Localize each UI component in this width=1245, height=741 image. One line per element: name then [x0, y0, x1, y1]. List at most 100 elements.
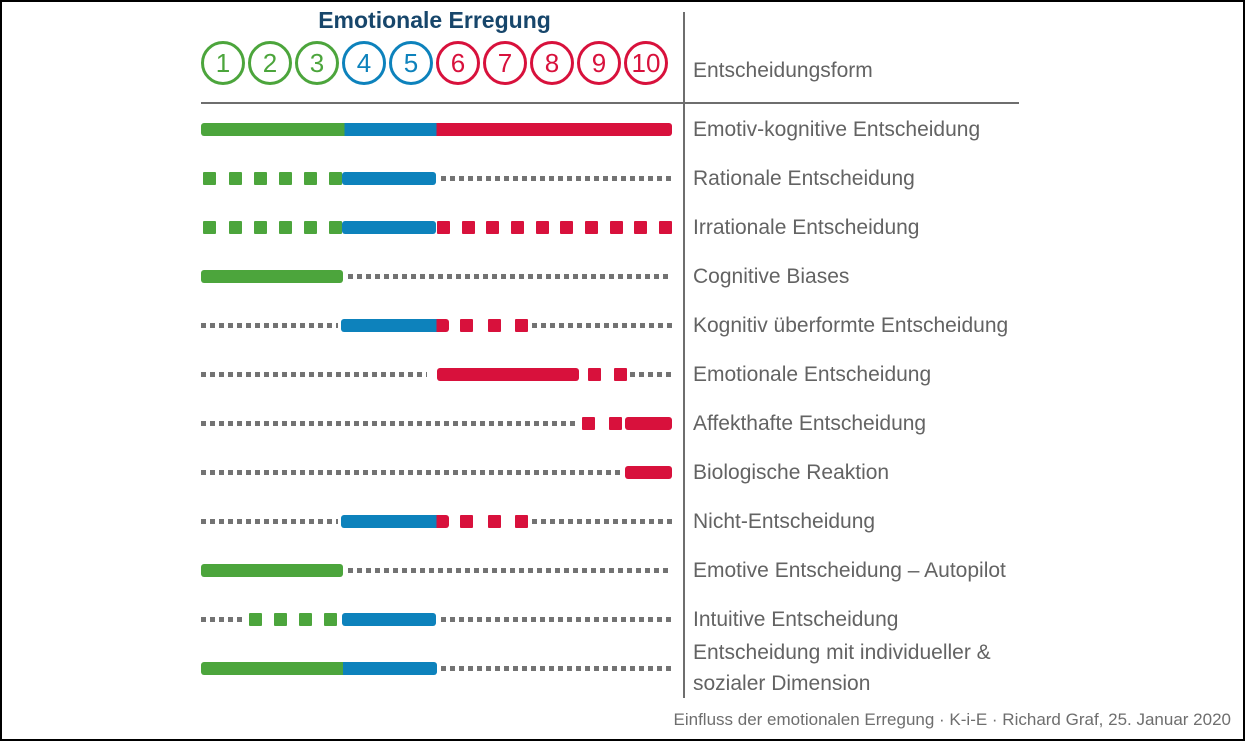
bar-segment-square	[461, 221, 475, 234]
bar-segment-square	[278, 221, 292, 234]
bar-row-2	[201, 172, 672, 185]
bar-row-10	[201, 564, 672, 577]
bar-segment-square	[460, 319, 474, 332]
bar-row-6	[201, 368, 672, 381]
row-label-1: Emotiv-kognitive Entscheidung	[693, 117, 981, 141]
bar-segment-square	[487, 319, 501, 332]
arousal-scale: 1 2 3 4 5 6 7 8 9 10	[201, 41, 668, 85]
bar-row-9	[201, 515, 672, 528]
chart-title: Emotionale Erregung	[318, 7, 551, 33]
bar-row-5	[201, 319, 672, 332]
row-label-8: Biologische Reaktion	[693, 460, 890, 484]
bar-segment-square	[253, 172, 267, 185]
bar-segment-square	[487, 515, 501, 528]
bar-segment-square	[514, 515, 528, 528]
bar-segment-square	[203, 221, 217, 234]
row-label-2: Rationale Entscheidung	[693, 166, 915, 190]
bar-segment-square	[329, 172, 343, 185]
header-divider-line	[201, 102, 1019, 104]
bar-segment-solid	[342, 613, 437, 626]
bar-segment-dotted	[201, 617, 245, 622]
row-label-7: Affekthafte Entscheidung	[693, 411, 927, 435]
row-label-9: Nicht-Entscheidung	[693, 509, 876, 533]
scale-circle-5: 5	[389, 41, 433, 85]
scale-circle-1: 1	[201, 41, 245, 85]
bar-segment-square	[253, 221, 267, 234]
bar-segment-solid	[437, 368, 580, 381]
bar-segment-dotted	[348, 274, 672, 279]
bar-segment-square	[437, 221, 450, 234]
footer-caption: Einfluss der emotionalen Erregung · K-i-…	[673, 710, 1232, 729]
bar-segment-square	[329, 221, 343, 234]
vertical-divider-line	[683, 12, 685, 698]
bar-segment-dotted	[201, 323, 339, 328]
bar-segment-square	[613, 368, 627, 381]
bar-segment-square	[304, 221, 318, 234]
bar-segment-square	[535, 221, 549, 234]
row-label-6: Emotionale Entscheidung	[693, 362, 932, 386]
row-label-4: Cognitive Biases	[693, 264, 850, 288]
bar-row-8	[201, 466, 672, 479]
bar-segment-square	[609, 417, 623, 430]
scale-circle-10: 10	[624, 41, 668, 85]
bar-segment-dotted	[630, 372, 672, 377]
bar-segment-square	[511, 221, 524, 234]
bar-segment-dotted	[441, 176, 672, 181]
bar-segment-square	[278, 172, 292, 185]
bar-row-4	[201, 270, 672, 283]
bar-segment-dotted	[441, 617, 672, 622]
bar-segment-square	[249, 613, 262, 626]
bar-segment-square	[460, 515, 474, 528]
bar-segment-square	[304, 172, 318, 185]
bar-row-12	[201, 662, 672, 675]
bar-segment-dotted	[201, 421, 575, 426]
bar-row-1	[201, 123, 672, 136]
bar-segment-solid	[201, 270, 344, 283]
bar-row-11	[201, 613, 672, 626]
bar-segment-dotted	[532, 323, 672, 328]
bar-segment-square	[588, 368, 602, 381]
bar-row-3	[201, 221, 672, 234]
bar-segment-square	[486, 221, 500, 234]
scale-circle-6: 6	[436, 41, 480, 85]
scale-circle-3: 3	[295, 41, 339, 85]
bar-segment-square	[228, 221, 242, 234]
bar-segment-square	[228, 172, 242, 185]
bar-segment-square	[659, 221, 672, 234]
bar-segment-solid	[342, 221, 437, 234]
bar-segment-dotted	[441, 666, 672, 671]
bar-segment-solid	[201, 564, 344, 577]
scale-circle-4: 4	[342, 41, 386, 85]
scale-circle-7: 7	[483, 41, 527, 85]
bar-segment-dotted	[348, 568, 672, 573]
bar-segment-square	[274, 613, 288, 626]
bar-segment-solid	[201, 123, 672, 136]
bar-segment-dotted	[532, 519, 672, 524]
bar-segment-solid	[624, 466, 672, 479]
bar-segment-solid	[340, 319, 450, 332]
bar-segment-square	[582, 417, 595, 430]
bar-segment-square	[324, 613, 338, 626]
bar-segment-solid	[624, 417, 672, 430]
bar-segment-square	[634, 221, 648, 234]
bar-segment-solid	[340, 515, 450, 528]
row-label-12: Entscheidung mit individueller & soziale…	[693, 641, 991, 695]
bar-segment-square	[609, 221, 623, 234]
scale-circle-8: 8	[530, 41, 574, 85]
bar-segment-solid	[342, 172, 437, 185]
bar-segment-square	[203, 172, 217, 185]
column-header: Entscheidungsform	[693, 59, 873, 82]
bar-segment-dotted	[201, 519, 339, 524]
bar-segment-square	[585, 221, 598, 234]
scale-circle-9: 9	[577, 41, 621, 85]
row-label-11: Intuitive Entscheidung	[693, 607, 899, 631]
bar-segment-square	[514, 319, 528, 332]
row-label-3: Irrationale Entscheidung	[693, 215, 920, 239]
bar-segment-square	[560, 221, 574, 234]
bar-segment-dotted	[201, 372, 428, 377]
row-label-10: Emotive Entscheidung – Autopilot	[693, 558, 1006, 582]
bar-segment-dotted	[201, 470, 623, 475]
scale-circle-2: 2	[248, 41, 292, 85]
bar-segment-square	[299, 613, 313, 626]
